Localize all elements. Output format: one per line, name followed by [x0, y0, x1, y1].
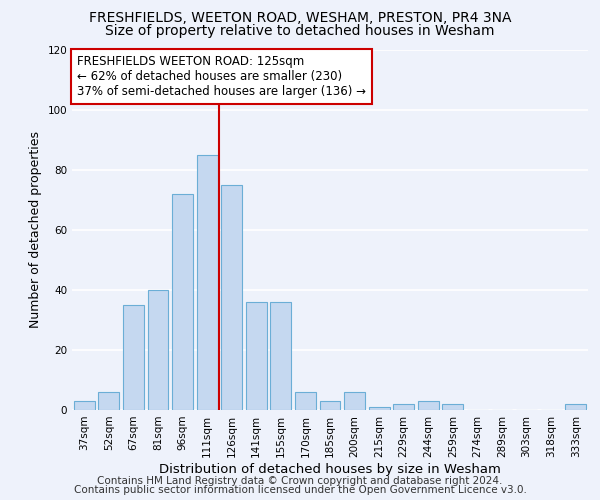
Bar: [442, 404, 463, 410]
Text: Size of property relative to detached houses in Wesham: Size of property relative to detached ho…: [105, 24, 495, 38]
Bar: [123, 305, 144, 410]
Bar: [344, 392, 365, 410]
Text: Contains HM Land Registry data © Crown copyright and database right 2024.: Contains HM Land Registry data © Crown c…: [97, 476, 503, 486]
Bar: [197, 155, 218, 410]
X-axis label: Distribution of detached houses by size in Wesham: Distribution of detached houses by size …: [159, 462, 501, 475]
Bar: [320, 401, 340, 410]
Bar: [368, 407, 389, 410]
Text: Contains public sector information licensed under the Open Government Licence v3: Contains public sector information licen…: [74, 485, 526, 495]
Bar: [565, 404, 586, 410]
Text: FRESHFIELDS, WEETON ROAD, WESHAM, PRESTON, PR4 3NA: FRESHFIELDS, WEETON ROAD, WESHAM, PRESTO…: [89, 11, 511, 25]
Text: FRESHFIELDS WEETON ROAD: 125sqm
← 62% of detached houses are smaller (230)
37% o: FRESHFIELDS WEETON ROAD: 125sqm ← 62% of…: [77, 56, 366, 98]
Bar: [172, 194, 193, 410]
Bar: [271, 302, 292, 410]
Bar: [98, 392, 119, 410]
Bar: [246, 302, 267, 410]
Bar: [221, 185, 242, 410]
Bar: [418, 401, 439, 410]
Bar: [74, 401, 95, 410]
Bar: [148, 290, 169, 410]
Bar: [393, 404, 414, 410]
Y-axis label: Number of detached properties: Number of detached properties: [29, 132, 42, 328]
Bar: [295, 392, 316, 410]
